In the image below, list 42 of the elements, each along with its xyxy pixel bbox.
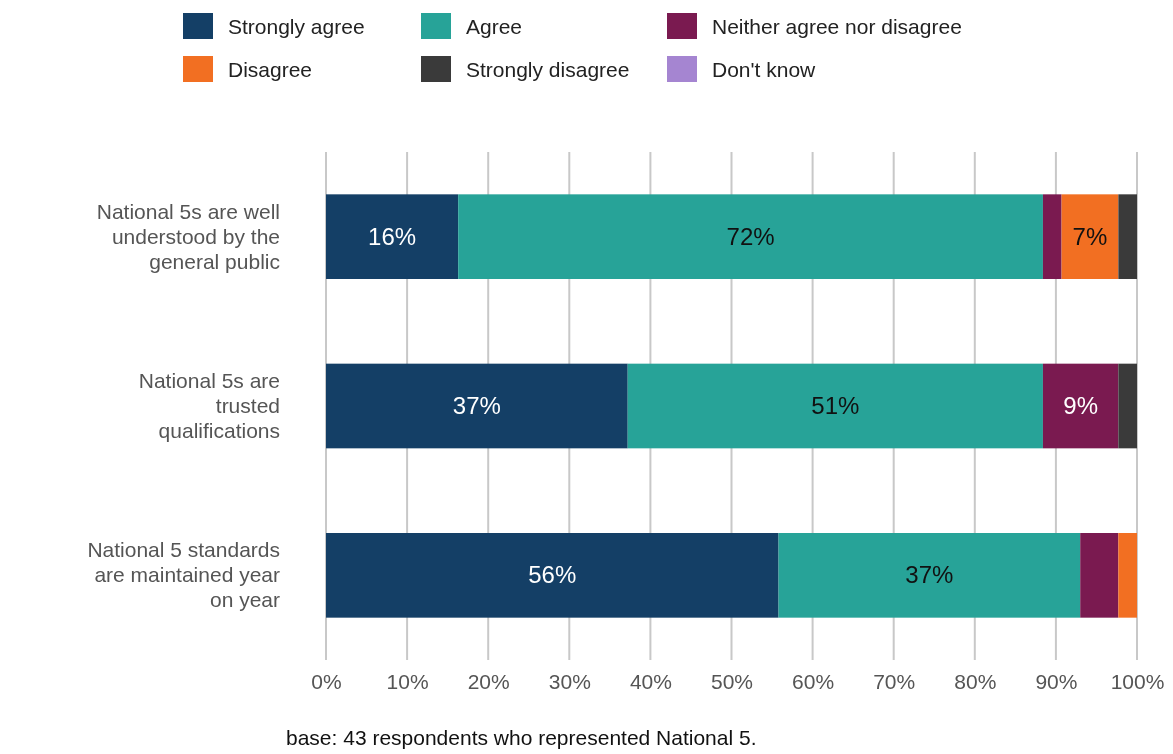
bar <box>627 363 1043 449</box>
x-tick-label: 20% <box>467 669 510 693</box>
data-label: 7% <box>1072 222 1108 250</box>
legend-label: Strongly disagree <box>466 58 630 81</box>
bar <box>1042 194 1062 279</box>
y-tick-label: National 5 standards are maintained year on year <box>87 538 280 612</box>
y-tick-label: National 5s are trusted qualifications <box>138 369 280 442</box>
x-tick-label: 60% <box>792 669 835 693</box>
legend-label: Agree <box>466 15 523 38</box>
x-tick-label: 10% <box>386 669 429 693</box>
x-tick-label: 30% <box>548 669 591 693</box>
bar <box>1118 363 1137 449</box>
data-label: 72% <box>726 222 775 250</box>
x-tick-label: 70% <box>873 669 916 693</box>
text: base: 43 respondents who represented National 5. <box>286 726 757 749</box>
x-tick-label: 0% <box>311 669 342 693</box>
bar <box>1080 533 1119 618</box>
data-label: 9% <box>1063 392 1098 419</box>
legend-label: Strongly agree <box>228 15 365 38</box>
bar <box>1042 363 1119 449</box>
bar <box>326 363 628 449</box>
legend-label: Don't know <box>712 58 817 81</box>
legend-label: Disagree <box>228 58 313 81</box>
y-tick-label: National 5s are well understood by the general public <box>96 199 280 273</box>
x-tick-label: 40% <box>629 669 672 693</box>
data-label: 56% <box>528 561 577 589</box>
data-label: 16% <box>368 222 417 250</box>
bar <box>1118 533 1137 618</box>
bar <box>458 194 1043 279</box>
x-tick-label: 80% <box>954 669 997 693</box>
x-tick-label: 100% <box>1110 669 1165 693</box>
x-tick-label: 50% <box>710 669 754 693</box>
bar <box>326 533 779 618</box>
data-label: 51% <box>811 392 860 419</box>
data-label: 37% <box>905 561 954 589</box>
bar <box>326 194 459 279</box>
legend-label: Neither agree nor disagree <box>712 15 962 38</box>
bar <box>1118 194 1137 279</box>
bar <box>778 533 1081 618</box>
x-tick-label: 90% <box>1035 669 1078 693</box>
bar <box>1061 194 1119 279</box>
data-label: 37% <box>452 392 501 419</box>
